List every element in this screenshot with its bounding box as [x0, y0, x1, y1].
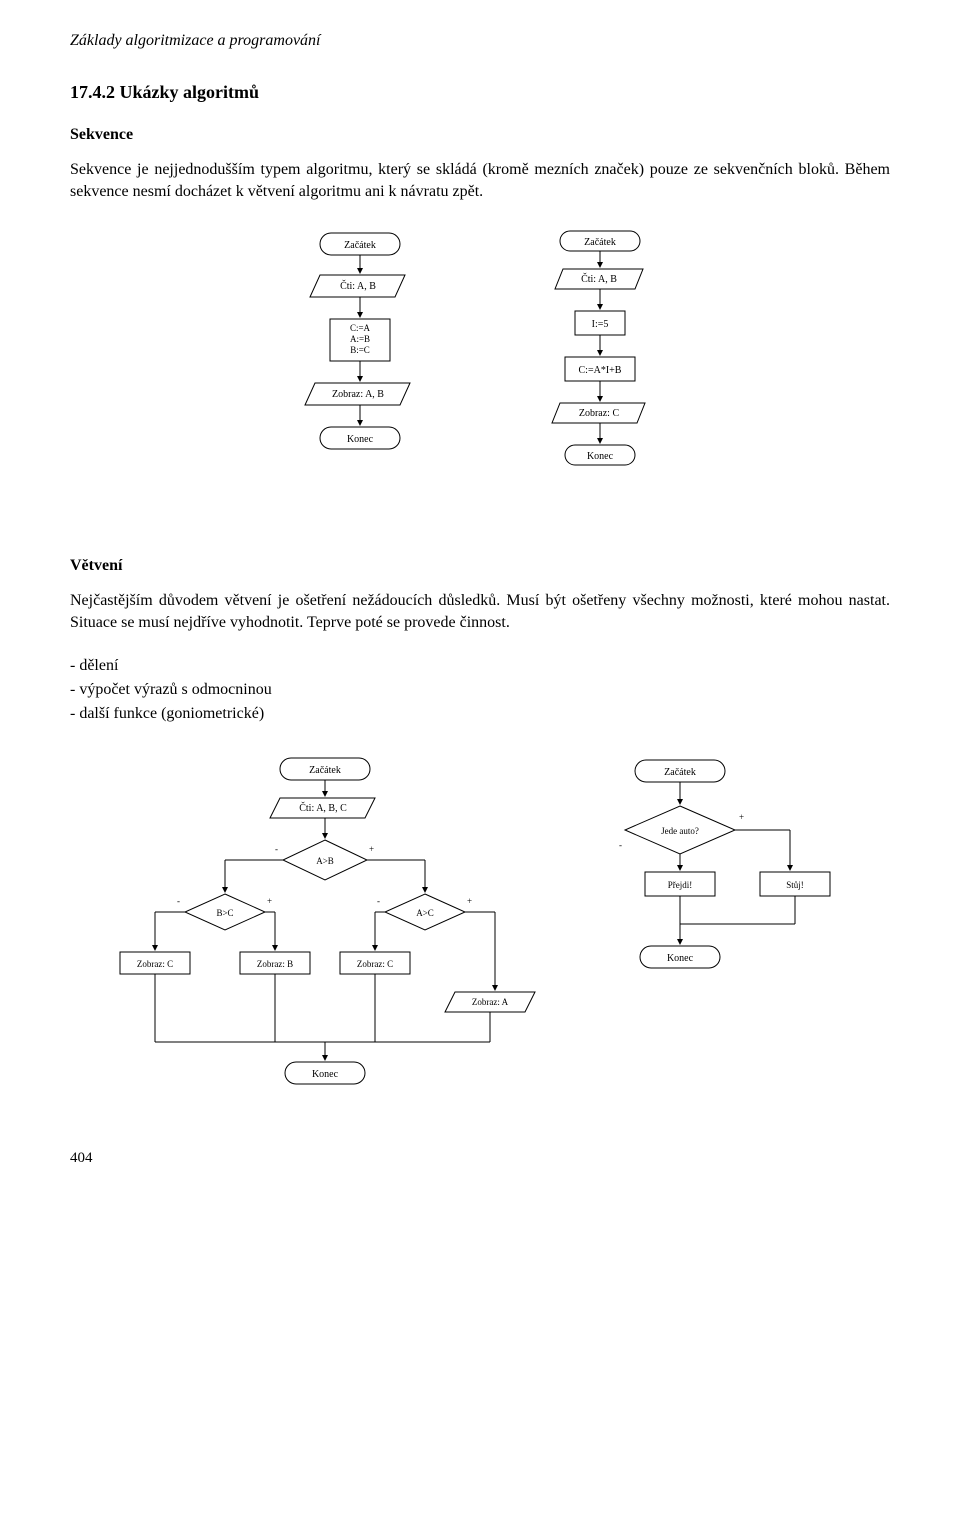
fc3-dec1: A>B [316, 856, 334, 866]
fc3-dec3-yes: + [467, 896, 472, 906]
fc3-input: Čti: A, B, C [299, 802, 347, 814]
fc2-input: Čti: A, B [581, 273, 617, 285]
list-item: - další funkce (goniometrické) [70, 703, 890, 725]
fc4-dec: Jede auto? [661, 826, 699, 836]
fc2-proc1: I:=5 [592, 319, 609, 330]
flowchart-sekvence-swap: Začátek Čti: A, B C:=A A:=B B:=C Zobraz:… [275, 225, 445, 525]
fc4-dec-no: - [619, 840, 622, 850]
fc4-end: Konec [667, 953, 694, 964]
fc3-dec3-no: - [377, 896, 380, 906]
fc3-out-a: Zobraz: A [472, 997, 509, 1007]
fc4-act2: Stůj! [786, 880, 804, 890]
fc2-start: Začátek [584, 237, 616, 248]
fc3-dec2-no: - [177, 896, 180, 906]
fc1-end: Konec [347, 434, 374, 445]
fc3-dec1-no: - [275, 844, 278, 854]
flowchart-sekvence-calc: Začátek Čti: A, B I:=5 C:=A*I+B Zobraz: … [515, 225, 685, 525]
page-number: 404 [70, 1148, 890, 1168]
fc2-proc2: C:=A*I+B [579, 365, 622, 376]
fc3-dec2: B>C [216, 908, 233, 918]
vetveni-paragraph: Nejčastějším důvodem větvení je ošetření… [70, 590, 890, 633]
list-item: - dělení [70, 655, 890, 677]
flowchart-vetveni-abc: Začátek Čti: A, B, C A>B - + B>C - + A>C [105, 752, 545, 1112]
fc4-dec-yes: + [739, 812, 744, 822]
fc1-input: Čti: A, B [340, 280, 376, 292]
flowchart-vetveni-auto: Začátek Jede auto? + - Stůj! Přejdi! Kon… [575, 752, 855, 1012]
sekvence-diagrams-row: Začátek Čti: A, B C:=A A:=B B:=C Zobraz:… [70, 225, 890, 525]
fc4-start: Začátek [664, 767, 696, 778]
fc3-dec2-yes: + [267, 896, 272, 906]
fc3-start: Začátek [309, 765, 341, 776]
fc3-end: Konec [312, 1069, 339, 1080]
vetveni-heading: Větvení [70, 555, 890, 577]
fc1-proc-l1: C:=A [350, 323, 371, 333]
page-header-title: Základy algoritmizace a programování [70, 30, 890, 52]
fc4-act1: Přejdi! [668, 880, 693, 890]
fc3-out-b: Zobraz: B [257, 959, 293, 969]
fc2-end: Konec [587, 451, 614, 462]
fc1-proc-l2: A:=B [350, 334, 370, 344]
fc2-output: Zobraz: C [579, 408, 620, 419]
fc3-out-c2: Zobraz: C [357, 959, 393, 969]
fc3-dec3: A>C [416, 908, 434, 918]
fc1-proc-l3: B:=C [350, 345, 370, 355]
fc3-dec1-yes: + [369, 844, 374, 854]
vetveni-diagrams-row: Začátek Čti: A, B, C A>B - + B>C - + A>C [70, 752, 890, 1112]
list-item: - výpočet výrazů s odmocninou [70, 679, 890, 701]
sekvence-paragraph: Sekvence je nejjednodušším typem algorit… [70, 159, 890, 202]
sekvence-heading: Sekvence [70, 124, 890, 146]
section-heading: 17.4.2 Ukázky algoritmů [70, 80, 890, 104]
fc1-start: Začátek [344, 240, 376, 251]
fc3-out-c: Zobraz: C [137, 959, 173, 969]
fc1-output: Zobraz: A, B [332, 389, 384, 400]
vetveni-list: - dělení - výpočet výrazů s odmocninou -… [70, 655, 890, 724]
